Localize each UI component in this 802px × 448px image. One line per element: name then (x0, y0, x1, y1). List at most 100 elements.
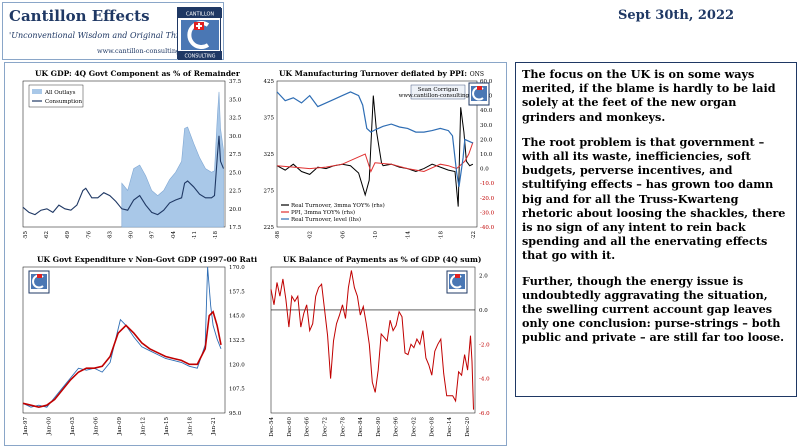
chart2-xtick: Dec-18 (438, 231, 444, 239)
chart4-ytick: 2.0 (479, 274, 488, 280)
chart2-ytick-left: 225 (264, 225, 275, 231)
chart3-ytick: 157.5 (229, 289, 245, 295)
chart3-xtick: Jan-00 (47, 417, 53, 436)
chart3-ytick: 170.0 (229, 265, 245, 271)
commentary-paragraph-3: Further, though the energy issue is undo… (522, 273, 785, 345)
chart1-xtick: Dec-69 (65, 231, 71, 239)
chart3-xtick: Jan-97 (23, 417, 29, 436)
chart4-xtick: Dec-66 (305, 417, 311, 437)
chart3-series-trend (22, 310, 222, 409)
chart2-credit-box (410, 84, 466, 100)
chart1-legend (28, 84, 84, 108)
chart2-ytick-right: -30.0 (480, 210, 495, 216)
chart2-credit-name: Sean Corrigan (418, 87, 459, 93)
chart2-ytick-left: 275 (264, 189, 275, 195)
chart-manufacturing-turnover: UK Manufacturing Turnover deflated by PP… (257, 67, 503, 239)
chart3-svg: 170.0 157.5 145.0 132.5 120.0 107.5 95.0 Jan-97… (22, 265, 245, 436)
chart1-xtick: Dec-55 (23, 231, 29, 239)
chart4-xtick: Dec-60 (287, 417, 293, 437)
chart4-ytick: -4.0 (479, 377, 490, 383)
chart1-ytick: 25.0 (229, 170, 242, 176)
chart2-xtick: Dec-10 (373, 231, 379, 239)
chart3-xtick: Jan-21 (211, 417, 217, 436)
chart4-xtick: Dec-96 (394, 417, 400, 437)
chart2-ytick-right: 30.0 (480, 123, 493, 129)
chart2-logo-icon (468, 82, 490, 106)
chart2-xtick: Dec-98 (275, 231, 281, 239)
chart4-xtick: Dec-20 (465, 417, 471, 437)
chart-panel: UK GDP: 4Q Govt Component as % of Remain… (4, 62, 507, 446)
chart2-series-ppi (276, 142, 474, 173)
chart1-legend-all-outlays: All Outlays (44, 90, 76, 96)
chart2-plot-area (276, 80, 478, 228)
chart3-xtick: Jan-15 (164, 417, 170, 436)
chart2-ytick-left: 325 (264, 152, 275, 158)
chart3-ytick: 132.5 (229, 338, 245, 344)
chart1-ytick: 30.0 (229, 134, 242, 140)
chart3-series-ratio (22, 266, 222, 408)
chart2-legend-item: Real Turnover, 3mma YOY% (rhs) (291, 202, 385, 209)
chart3-title: UK Govt Expenditure v Non-Govt GDP (1997… (37, 255, 293, 264)
chart4-xtick: Dec-02 (412, 417, 418, 437)
chart2-ytick-right: 20.0 (480, 137, 493, 143)
chart4-ytick: -6.0 (479, 411, 490, 417)
chart2-series-level (276, 91, 474, 187)
chart2-credit-url: www.cantillon-consulting.ch (399, 93, 478, 99)
chart-gdp-govt-component: UK GDP: 4Q Govt Component as % of Remain… (13, 67, 251, 239)
chart4-ytick: 0.0 (479, 308, 488, 314)
chart1-svg: 37.5 35.0 32.5 30.0 27.5 25.0 22.5 20.0 17.5 Dec-… (22, 79, 242, 239)
chart1-title: UK GDP: 4Q Govt Component as % of Remain… (35, 69, 240, 78)
brand-tagline: 'Unconventional Wisdom and Original Thin… (9, 31, 204, 40)
chart1-series-all-outlays (121, 91, 224, 228)
cantillon-logo-icon: CANTILLON CONSULTING (178, 8, 222, 60)
chart4-xtick: Dec-14 (447, 417, 453, 437)
logo-bottom-text: CONSULTING (185, 54, 216, 60)
chart2-ytick-left: 425 (264, 79, 275, 85)
brand-title: Cantillon Effects (9, 7, 150, 25)
chart2-title: UK Manufacturing Turnover deflated by PP… (279, 69, 484, 78)
chart4-logo-icon (446, 270, 468, 294)
chart4-xtick: Dec-90 (376, 417, 382, 437)
chart2-xtick: Dec-02 (308, 231, 314, 239)
chart2-title-main: UK Manufacturing Turnover deflated by PP… (279, 69, 468, 78)
chart4-xtick: Dec-08 (429, 417, 435, 437)
chart4-plot-area (270, 266, 476, 414)
chart1-ytick: 27.5 (229, 152, 242, 158)
chart1-ytick: 20.0 (229, 207, 242, 213)
chart3-logo-icon (28, 270, 50, 294)
chart2-xtick: Dec-14 (406, 231, 412, 239)
chart1-xtick: Dec-18 (213, 231, 219, 239)
chart2-title-suffix: ONS (469, 71, 484, 78)
chart1-ytick: 35.0 (229, 97, 242, 103)
chart2-legend-item: PPI, 3mma YOY% (rhs) (291, 209, 355, 216)
commentary-box: The focus on the UK is on some ways meri… (515, 62, 797, 397)
chart3-ytick: 145.0 (229, 314, 245, 320)
cantillon-logo: CANTILLON CONSULTING (177, 7, 222, 60)
chart1-xtick: Dec-76 (86, 231, 92, 239)
chart2-ytick-right: -20.0 (480, 196, 495, 202)
chart3-plot-area (22, 266, 226, 414)
chart-govt-expenditure-ratio: UK Govt Expenditure v Non-Govt GDP (1997… (13, 253, 293, 441)
chart4-svg: 2.0 0.0 -2.0 -4.0 -6.0 Dec-54 Dec-60 Dec-66 Dec-… (269, 266, 490, 437)
chart3-xtick: Jan-12 (141, 417, 147, 436)
commentary-paragraph-1: The focus on the UK is on some ways meri… (522, 67, 776, 124)
chart1-series-consumption (22, 135, 225, 216)
chart2-legend-item: Real Turnover, level (lhs) (291, 216, 361, 223)
brand-url[interactable]: www.cantillon-consulting.ch (97, 47, 191, 55)
chart1-ytick: 32.5 (229, 116, 242, 122)
chart1-xtick: Dec-97 (150, 231, 156, 239)
chart1-xtick: Dec-62 (44, 231, 50, 239)
chart4-xtick: Dec-72 (322, 417, 328, 437)
chart2-ytick-left: 375 (264, 116, 275, 122)
report-date: Sept 30th, 2022 (618, 8, 735, 23)
chart1-xtick: Dec-04 (171, 231, 177, 239)
chart4-xtick: Dec-84 (358, 417, 364, 437)
chart2-ytick-right: -10.0 (480, 181, 495, 187)
chart3-xtick: Jan-18 (188, 417, 194, 436)
chart1-xtick: Dec-90 (129, 231, 135, 239)
chart2-xtick: Dec-22 (471, 231, 477, 239)
chart3-ytick: 107.5 (229, 387, 245, 393)
chart2-ytick-right: 60.0 (480, 79, 493, 85)
chart2-svg: 42537532527522560.050.040.030.020.010.00… (264, 79, 495, 239)
brand-header: Cantillon Effects 'Unconventional Wisdom… (2, 2, 224, 60)
